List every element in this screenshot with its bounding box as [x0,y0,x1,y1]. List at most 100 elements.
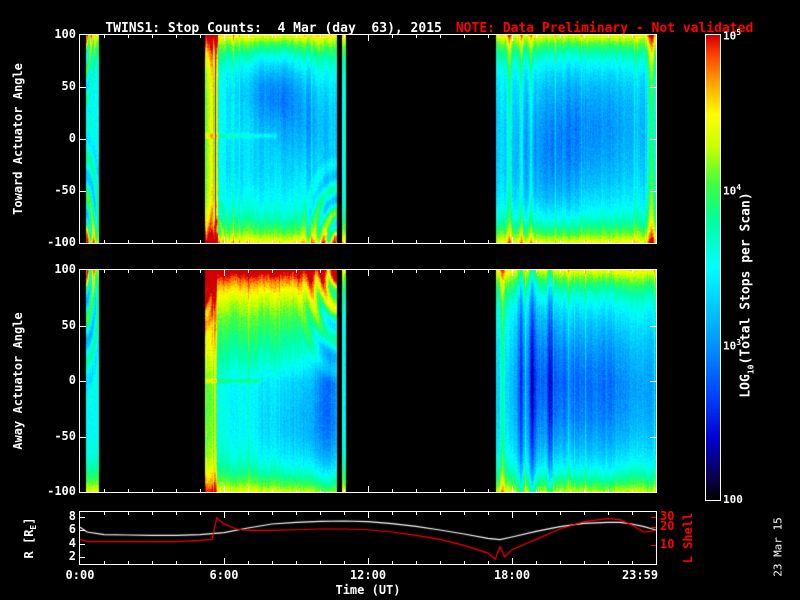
x-tick-mark [536,240,537,243]
x-tick-mark [128,512,129,515]
x-tick-mark [248,561,249,564]
x-tick-mark [176,561,177,564]
x-tick-mark [560,489,561,492]
x-tick-mark [320,489,321,492]
x-tick-mark [104,240,105,243]
x-tick-mark [200,270,201,273]
x-tick-mark [488,35,489,38]
page-title: TWINS1: Stop Counts: 4 Mar (day 63), 201… [105,21,442,36]
colorbar-tick-label: 103 [723,338,742,353]
x-tick-mark [104,512,105,515]
x-tick-mark [608,270,609,273]
x-tick-mark [368,512,369,518]
title-row: TWINS1: Stop Counts: 4 Mar (day 63), 201… [74,6,753,51]
x-tick-mark [248,489,249,492]
x-tick-mark [584,270,585,273]
y-tick-mark [80,530,85,532]
colorbar-tick-label: 104 [723,182,742,198]
y-tick-label: -100 [47,235,76,249]
y-tick-mark [80,87,86,88]
l-shell-tick-mark [651,516,656,518]
toward-axis-label: Toward Actuator Angle [11,63,25,215]
colorbar-axis-label: LOG10(Total Stops per Scan) [738,192,756,398]
x-tick-mark [464,270,465,273]
y-tick-label: 0 [68,373,76,387]
y-tick-mark [80,436,86,438]
x-tick-mark [416,270,417,273]
x-tick-mark [152,270,153,273]
x-tick-label: 6:00 [209,568,239,582]
x-tick-mark [512,558,513,564]
x-tick-mark [224,270,225,276]
x-tick-mark [368,486,369,492]
x-tick-mark [440,240,441,243]
orbit-line-panel [79,511,657,565]
x-tick-mark [512,512,513,518]
away-spectrogram-canvas [80,270,656,492]
y-tick-label: 50 [61,317,76,332]
x-tick-mark [392,270,393,273]
l-shell-tick-mark [651,545,656,546]
x-tick-mark [200,512,201,515]
x-tick-mark [392,512,393,515]
x-tick-label: 12:00 [349,568,387,582]
x-tick-mark [248,270,249,273]
x-tick-mark [584,35,585,38]
x-tick-mark [344,489,345,492]
x-tick-mark [440,489,441,492]
x-tick-mark [344,35,345,38]
r-tick-label: 8 [68,509,76,523]
x-tick-mark [440,270,441,273]
x-tick-mark [464,561,465,564]
x-tick-mark [488,512,489,515]
y-tick-label: 100 [54,27,76,41]
x-tick-mark [368,558,369,564]
colorbar-tick-label: 105 [723,28,742,43]
x-tick-mark [464,240,465,243]
x-tick-mark [488,240,489,243]
x-tick-mark [440,512,441,515]
x-tick-mark [584,489,585,492]
x-tick-mark [320,35,321,38]
x-tick-mark [632,240,633,243]
x-tick-mark [536,512,537,515]
x-tick-mark [440,561,441,564]
r-tick-label: 6 [68,522,76,537]
x-tick-mark [368,237,369,243]
x-tick-mark [176,512,177,515]
x-tick-mark [128,35,129,38]
x-tick-mark [392,489,393,492]
x-tick-mark [512,270,513,276]
y-tick-mark [650,191,656,192]
x-tick-mark [464,512,465,515]
x-tick-mark [368,35,369,41]
y-tick-label: -100 [47,484,76,498]
x-tick-mark [272,561,273,564]
x-tick-mark [152,512,153,515]
x-tick-mark [224,486,225,492]
x-tick-mark [176,489,177,492]
x-tick-mark [296,270,297,273]
x-tick-mark [392,240,393,243]
x-tick-mark [632,35,633,38]
y-tick-label: -50 [54,428,76,443]
x-tick-mark [320,512,321,515]
x-tick-mark [560,561,561,564]
x-tick-mark [560,512,561,515]
y-tick-mark [650,325,656,327]
l-shell-tick-label: 30 [660,508,675,523]
x-tick-mark [488,489,489,492]
x-tick-mark [416,512,417,515]
away-spectrogram-panel [79,269,657,493]
x-tick-mark [320,240,321,243]
title-note: NOTE: Data Preliminary - Not validated [455,21,754,36]
x-tick-mark [632,270,633,273]
x-tick-mark [128,270,129,273]
x-tick-mark [344,240,345,243]
plot-datestamp: 23 Mar 15 [771,517,785,577]
x-tick-mark [584,240,585,243]
x-tick-mark [152,240,153,243]
x-tick-mark [152,561,153,564]
x-tick-mark [320,561,321,564]
